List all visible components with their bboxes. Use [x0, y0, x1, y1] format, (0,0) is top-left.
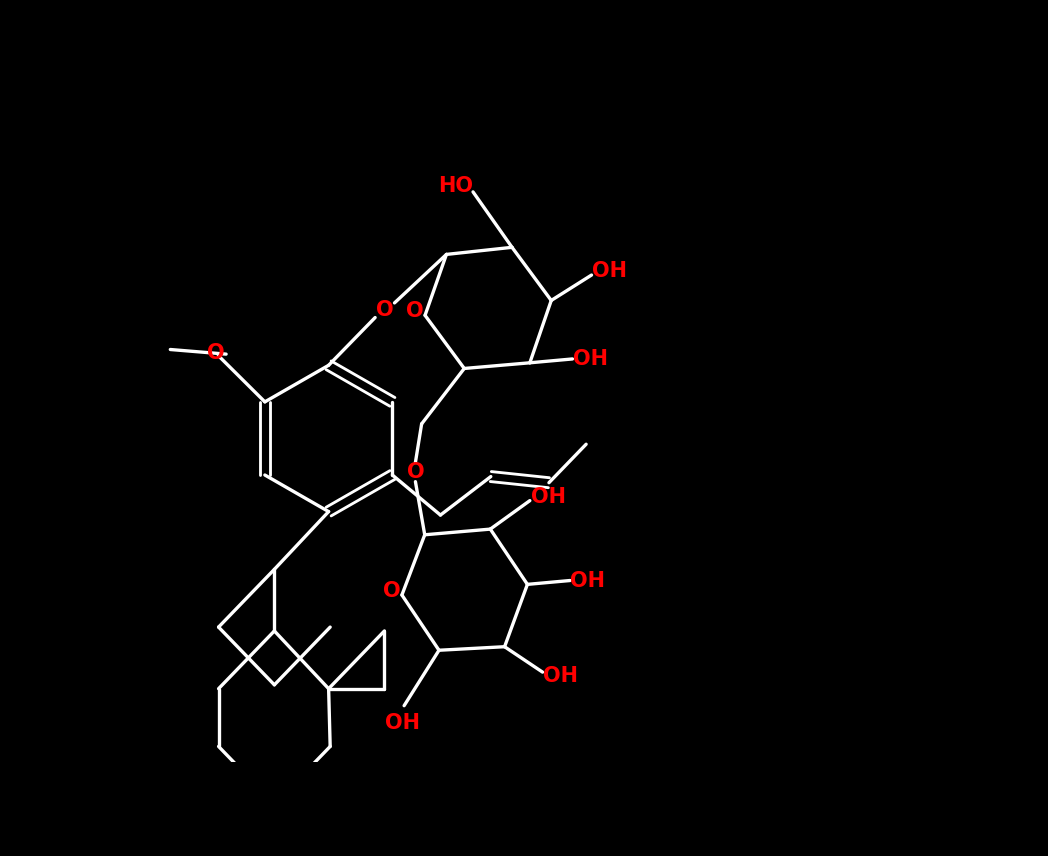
Text: OH: OH	[570, 570, 606, 591]
Text: O: O	[375, 300, 393, 320]
Text: OH: OH	[543, 666, 577, 686]
Text: OH: OH	[385, 713, 420, 733]
Text: O: O	[383, 581, 400, 601]
Text: OH: OH	[573, 349, 608, 369]
Text: O: O	[407, 301, 423, 322]
Text: HO: HO	[438, 175, 474, 196]
Text: OH: OH	[592, 261, 627, 282]
Text: O: O	[208, 342, 225, 363]
Text: OH: OH	[531, 487, 566, 507]
Text: O: O	[407, 461, 424, 482]
